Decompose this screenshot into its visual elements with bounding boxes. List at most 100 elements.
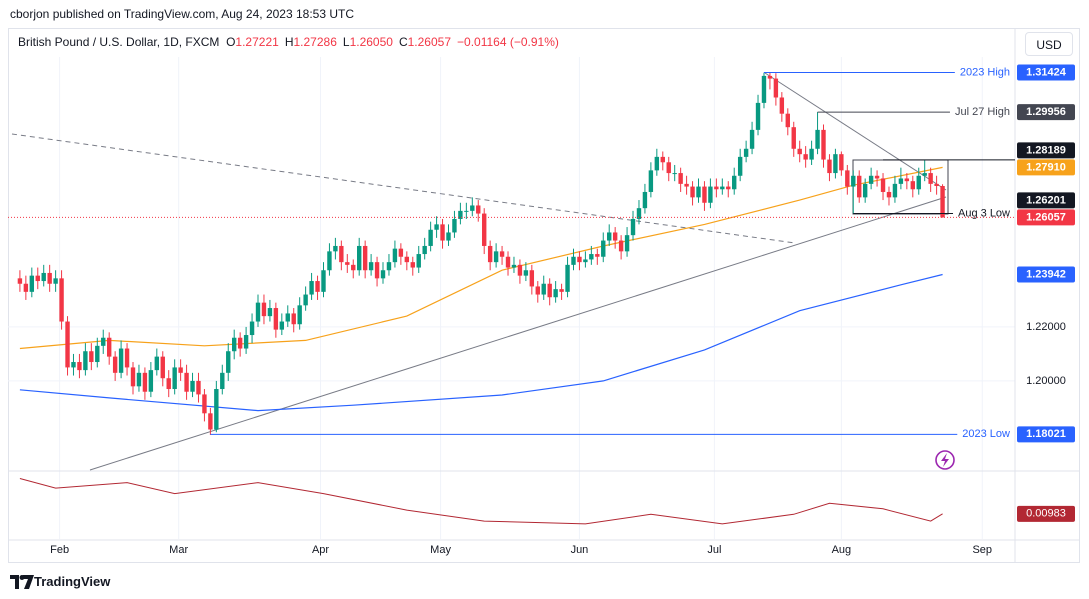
candle-body (535, 286, 540, 295)
ohlc-key: C (398, 35, 408, 49)
candle-body (672, 173, 677, 175)
candle-body (440, 224, 445, 241)
candle-body (101, 337, 106, 346)
candle-body (541, 283, 546, 295)
ohlc-value: 1.26057 (407, 35, 452, 49)
candle-body (208, 413, 213, 430)
candle-body (386, 262, 392, 271)
candle-body (83, 351, 88, 371)
price-label: 1.26201 (1026, 194, 1066, 206)
candle-body (398, 248, 404, 257)
trend-line-support (89, 196, 947, 471)
plot (8, 72, 1015, 525)
candle-body (618, 240, 624, 252)
candle-body (601, 240, 606, 257)
x-tick-label: Mar (169, 544, 188, 556)
candle-body (708, 186, 713, 203)
candle-body (166, 378, 171, 390)
candle-body (690, 186, 695, 198)
ohlc-key: O (226, 35, 236, 49)
candle-body (124, 348, 130, 368)
candle-body (755, 102, 761, 130)
candle-body (529, 270, 535, 287)
candle-body (749, 129, 755, 149)
price-label: 1.26057 (1026, 211, 1066, 223)
candle-body (720, 186, 725, 190)
brand-logo (10, 575, 34, 589)
candle-body (89, 351, 94, 363)
candle-body (404, 256, 410, 263)
price-box (1017, 159, 1075, 176)
candle-body (279, 321, 285, 330)
y-tick-label: 1.22000 (1026, 321, 1066, 333)
candle-body (898, 178, 904, 184)
candle-body (761, 75, 767, 103)
candle-body (499, 251, 505, 257)
candle-body (380, 270, 386, 279)
candle-body (309, 281, 314, 295)
candle-body (47, 272, 52, 284)
candle-body (273, 308, 279, 330)
currency-button[interactable]: USD (1025, 32, 1073, 56)
candle-body (642, 191, 648, 209)
candle-body (482, 213, 487, 246)
candle-body (583, 259, 588, 263)
candle-body (214, 389, 219, 430)
candle-body (17, 278, 23, 284)
candle-body (553, 289, 558, 298)
price-box (1017, 64, 1075, 81)
price-box (1017, 104, 1075, 121)
candle-body (654, 156, 660, 171)
alert-icon[interactable] (935, 450, 955, 470)
candle-body (237, 337, 243, 349)
candle-body (374, 262, 380, 279)
candle-body (803, 154, 808, 160)
candle-body (577, 256, 582, 263)
candle-body (106, 337, 112, 357)
candle-body (285, 313, 290, 322)
candle-body (904, 178, 910, 182)
candle-body (934, 183, 939, 187)
level-name: 2023 High (960, 66, 1010, 78)
candle-body (809, 148, 814, 160)
candle-body (922, 173, 927, 176)
candle-body (422, 245, 427, 255)
candle-body (249, 321, 255, 336)
candle-body (666, 162, 671, 174)
x-tick-label: May (430, 544, 451, 556)
candle-body (333, 245, 338, 252)
candle-body (928, 173, 933, 184)
candle-body (565, 264, 570, 292)
candle-body (178, 367, 183, 373)
indicator-value-box (1017, 505, 1075, 522)
candle-body (833, 154, 838, 174)
candle-body (362, 245, 368, 271)
candle-body (815, 129, 820, 149)
candle-body (392, 248, 398, 263)
moving-average (19, 273, 943, 412)
candle-body (696, 186, 701, 198)
candle-body (767, 75, 773, 79)
ohlc-legend: O1.27221 H1.27286 L1.26050 C1.26057 (226, 35, 457, 49)
candle-body (315, 281, 320, 292)
x-tick-label: Feb (50, 544, 69, 556)
candle-body (202, 394, 207, 414)
x-tick-label: Apr (312, 544, 329, 556)
candle-body (505, 256, 511, 268)
candle-body (142, 372, 148, 392)
candle-body (77, 362, 82, 371)
candle-body (452, 218, 457, 233)
candle-body (53, 278, 58, 284)
candle-body (41, 272, 46, 282)
indicator-line (19, 478, 943, 525)
level-name: Jul 27 High (955, 106, 1010, 118)
level-name: Aug 3 Low (958, 207, 1010, 219)
candle-body (559, 289, 564, 292)
candle-body (743, 148, 749, 157)
candle-body (321, 270, 326, 292)
candle-body (458, 210, 463, 219)
trend-line-resistance (764, 72, 947, 191)
candle-body (291, 313, 296, 325)
grid (8, 57, 1015, 539)
